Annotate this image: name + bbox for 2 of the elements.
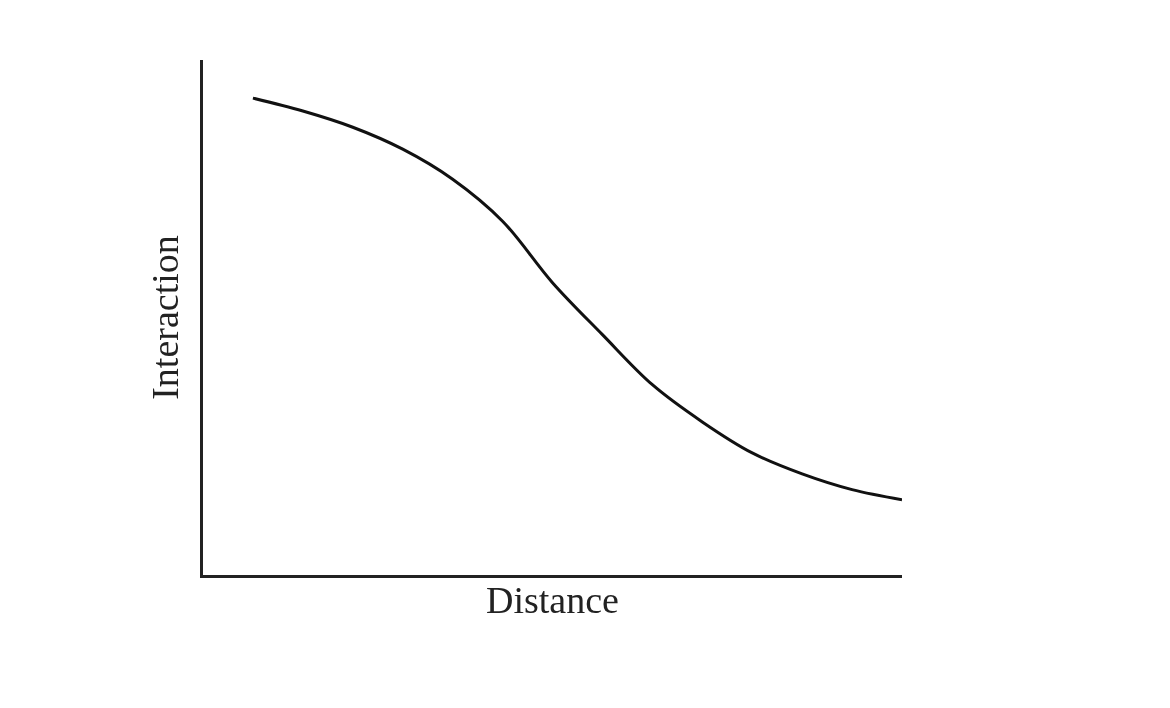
y-axis-title: Interaction — [144, 235, 187, 400]
x-axis-title: Distance — [486, 579, 619, 622]
